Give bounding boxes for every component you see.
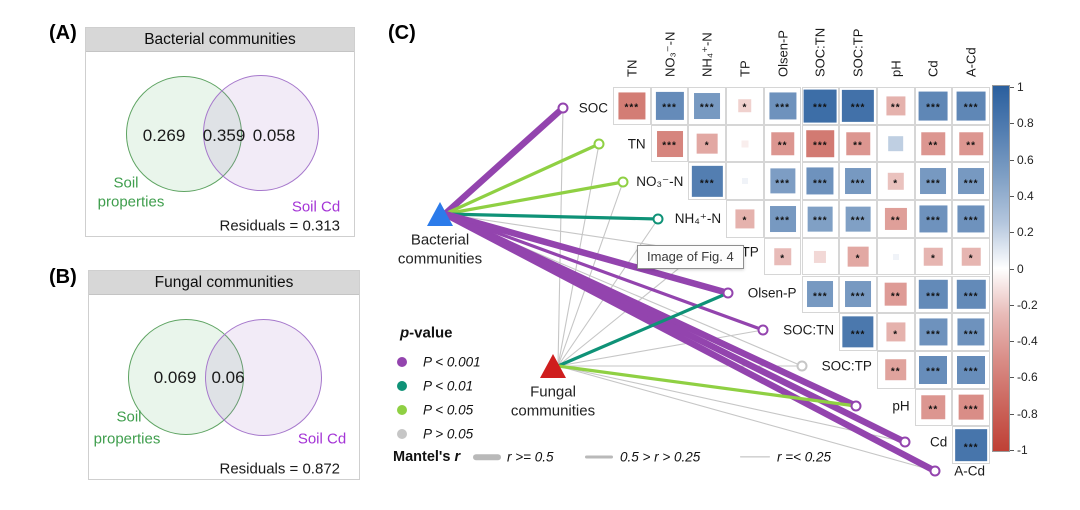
mantel-edge-fungal-Olsen-P <box>556 291 730 368</box>
mantel-edge-fungal-NO3-N <box>557 181 624 367</box>
p-value-dot <box>397 405 407 415</box>
node-NH4-N <box>652 213 664 225</box>
node-NO3-N <box>617 176 629 188</box>
venn-b-soil-cd-circle <box>205 319 322 436</box>
p-value-item-label: P < 0.001 <box>423 354 481 370</box>
mantel-edge-bacterial-SOC <box>441 104 567 218</box>
mantel-edge-bacterial-NO3-N <box>443 180 625 216</box>
mantel-width-label: 0.5 > r > 0.25 <box>620 449 701 465</box>
venn-a-right-value: 0.058 <box>252 126 296 145</box>
mantel-edge-fungal-SOC:TN <box>557 329 764 367</box>
mantel-r-legend-title: Mantel's r <box>393 449 461 465</box>
panel-b-label: (B) <box>49 266 77 288</box>
mantel-width-sample <box>585 455 613 459</box>
mantel-edge-bacterial-SOC:TN <box>443 212 765 332</box>
node-Olsen-P <box>722 287 734 299</box>
panel-a-title: Bacterial communities <box>86 28 354 52</box>
node-SOC:TP <box>796 360 808 372</box>
venn-b-set2-label: Soil Cd <box>297 430 347 448</box>
venn-b-overlap-value: 0.06 <box>211 368 245 387</box>
node-pH <box>850 400 862 412</box>
mantel-edge-fungal-A-Cd <box>557 365 936 472</box>
p-value-legend-title: p-value <box>400 324 453 342</box>
mantel-edge-fungal-SOC <box>557 107 564 367</box>
p-value-dot <box>397 429 407 439</box>
mantel-edge-fungal-TN <box>557 143 600 367</box>
venn-a-set1-label-line1: Soil <box>113 174 139 192</box>
p-italic: p <box>400 324 410 342</box>
mantel-width-label: r >= 0.5 <box>507 449 554 465</box>
venn-a-residuals: Residuals = 0.313 <box>219 217 341 235</box>
venn-a-overlap-value: 0.359 <box>202 126 246 145</box>
mantel-edge-bacterial-A-Cd <box>441 210 939 475</box>
fungal-triangle <box>540 354 566 378</box>
mantel-edge-bacterial-NH4-N <box>443 212 660 221</box>
venn-b-residuals: Residuals = 0.872 <box>219 460 341 478</box>
venn-a-set2-label: Soil Cd <box>291 198 341 216</box>
node-TN <box>593 138 605 150</box>
venn-a-set1-label-line2: properties <box>97 193 165 211</box>
p-value-item-label: P < 0.01 <box>423 378 474 394</box>
bacterial-triangle <box>427 202 453 226</box>
r-italic: r <box>454 449 461 465</box>
mantel-width-sample <box>473 454 501 460</box>
node-SOC <box>557 102 569 114</box>
venn-a-left-value: 0.269 <box>142 126 186 145</box>
mantel-edge-fungal-Cd <box>557 365 906 443</box>
venn-a-soil-cd-circle <box>203 75 319 191</box>
p-value-dot <box>397 357 407 367</box>
panel-c-label: (C) <box>388 22 416 44</box>
venn-b-left-value: 0.069 <box>153 368 197 387</box>
mantel-edge-fungal-pH <box>556 364 858 408</box>
venn-b-set1-label-line2: properties <box>93 430 161 448</box>
mantel-edge-bacterial-Olsen-P <box>441 210 732 297</box>
p-value-dot <box>397 381 407 391</box>
tooltip: Image of Fig. 4 <box>637 245 744 269</box>
panel-b-title: Fungal communities <box>89 271 359 295</box>
p-value-item-label: P > 0.05 <box>423 426 474 442</box>
node-A-Cd <box>929 465 941 477</box>
node-Cd <box>899 436 911 448</box>
mantel-width-label: r =< 0.25 <box>777 449 832 465</box>
mantel-width-sample <box>740 456 770 458</box>
venn-b-set1-label-line1: Soil <box>116 408 142 426</box>
p-value-item-label: P < 0.05 <box>423 402 474 418</box>
node-SOC:TN <box>757 324 769 336</box>
panel-a-label: (A) <box>49 22 77 44</box>
mantel-edge-bacterial-TN <box>443 142 601 216</box>
